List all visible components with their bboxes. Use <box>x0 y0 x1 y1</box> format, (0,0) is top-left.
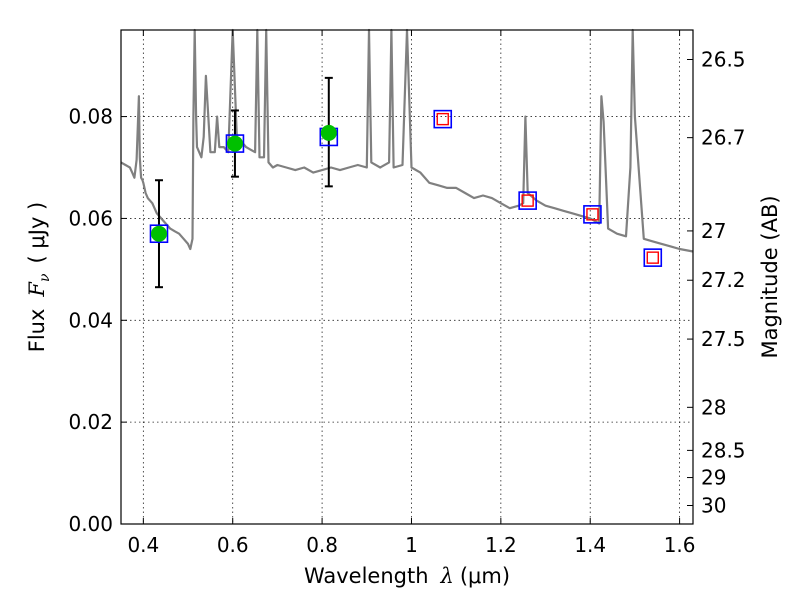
y2-tick-label: 28 <box>701 395 726 419</box>
x-tick-label: 1.2 <box>485 533 517 557</box>
y2-tick-label: 27.2 <box>701 268 746 292</box>
plot-area <box>120 28 694 253</box>
upper-limit-square <box>646 251 659 264</box>
model-band-square <box>225 134 245 153</box>
y-axis-title: FluxFν( μJy ) <box>25 202 53 352</box>
x-tick-label: 0.6 <box>217 533 249 557</box>
plot-frame <box>120 29 694 525</box>
model-band-square <box>583 205 602 224</box>
y-tick-label: 0.06 <box>68 206 113 230</box>
y2-tick-label: 27 <box>701 219 726 243</box>
upper-limit-square <box>521 194 534 207</box>
model-band-square <box>518 191 537 210</box>
sed-model-line <box>120 28 694 253</box>
y2-tick-label: 30 <box>701 494 726 518</box>
x-tick-label: 0.4 <box>127 533 159 557</box>
tick-labels: 0.4 0.6 0.8 1 1.2 1.4 1.6 0.00 0.02 0.04 0.06 0.08 2… <box>68 48 745 557</box>
model-band-square <box>643 248 663 267</box>
y2-tick-label: 26.7 <box>701 126 746 150</box>
x-tick-label: 0.8 <box>306 533 338 557</box>
y2-axis-title: Magnitude (AB) <box>758 195 782 358</box>
photometry-points <box>149 76 663 289</box>
photometry-point <box>320 124 337 141</box>
y2-tick-label: 28.5 <box>701 438 746 462</box>
photometry-point <box>150 225 167 242</box>
x-tick-label: 1 <box>405 533 418 557</box>
y-tick-label: 0.00 <box>68 512 113 536</box>
model-band-square <box>433 109 453 129</box>
upper-limit-square <box>436 112 449 126</box>
y2-tick-label: 29 <box>701 466 726 490</box>
y2-tick-label: 26.5 <box>701 48 746 72</box>
y-tick-label: 0.02 <box>68 410 113 434</box>
model-band-square <box>149 224 169 244</box>
x-axis-title: Wavelength λ (μm) <box>304 564 510 588</box>
axis-ticks <box>121 30 693 525</box>
upper-limit-square <box>586 208 599 221</box>
x-tick-label: 1.6 <box>664 533 696 557</box>
y2-tick-label: 27.5 <box>701 327 746 351</box>
y-tick-label: 0.08 <box>68 105 113 129</box>
x-tick-label: 1.4 <box>574 533 606 557</box>
photometry-point <box>226 135 243 152</box>
y-tick-label: 0.04 <box>68 308 113 332</box>
